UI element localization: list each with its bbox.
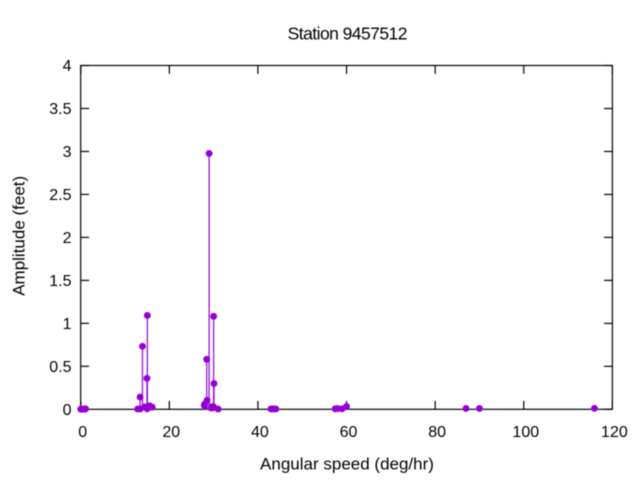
svg-text:0.5: 0.5	[49, 359, 71, 376]
svg-text:0: 0	[63, 402, 72, 419]
svg-text:1: 1	[63, 316, 72, 333]
svg-text:0: 0	[78, 424, 87, 441]
svg-text:20: 20	[162, 424, 180, 441]
svg-text:Amplitude (feet): Amplitude (feet)	[9, 176, 28, 296]
svg-text:3: 3	[63, 144, 72, 161]
svg-text:3.5: 3.5	[49, 101, 71, 118]
svg-text:1.5: 1.5	[49, 273, 71, 290]
svg-text:80: 80	[428, 424, 446, 441]
svg-text:4: 4	[63, 58, 72, 75]
svg-text:120: 120	[601, 424, 628, 441]
svg-text:40: 40	[251, 424, 269, 441]
svg-text:100: 100	[512, 424, 539, 441]
svg-text:2.5: 2.5	[49, 187, 71, 204]
svg-text:60: 60	[340, 424, 358, 441]
svg-text:2: 2	[63, 230, 72, 247]
svg-text:Angular speed (deg/hr): Angular speed (deg/hr)	[260, 455, 434, 474]
svg-text:Station 9457512: Station 9457512	[288, 24, 407, 44]
